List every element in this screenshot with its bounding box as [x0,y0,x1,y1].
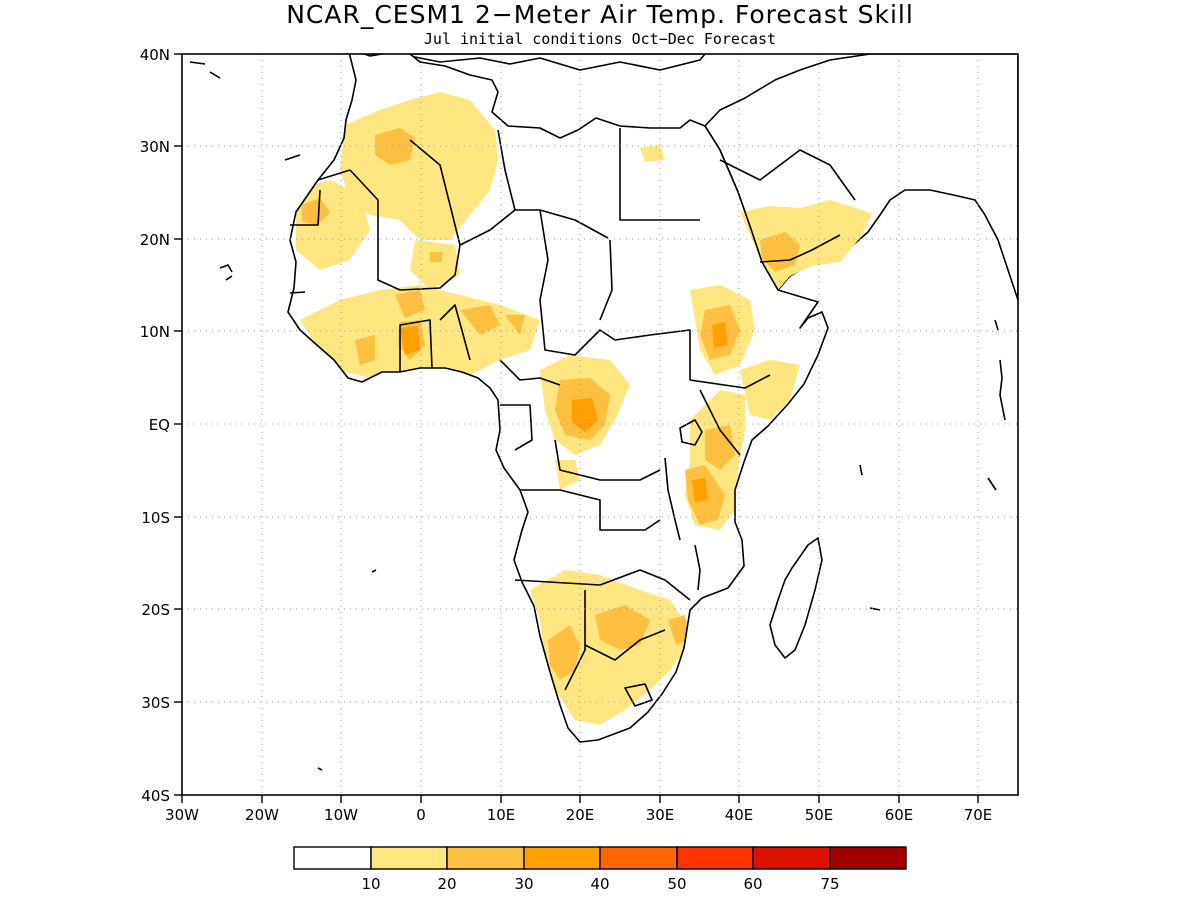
colorbar-box-0 [293,846,372,870]
colorbar-box-6 [752,846,831,870]
colorbar-box-7 [829,846,907,870]
lake-victoria [679,419,703,446]
colorbar-box-2 [446,846,525,870]
lon-tick-label: 30E [646,806,675,824]
lat-tick-label: 40S [141,787,170,805]
lake-malawi [694,544,701,591]
colorbar: 10 20 30 40 50 60 75 [293,846,907,893]
lon-tick-label: 0 [416,806,426,824]
lon-tick-label: 50E [805,806,834,824]
colorbar-label: 60 [743,875,762,893]
lat-tick-label: 20S [141,601,170,619]
lat-tick-label: 20N [140,231,170,249]
tick-marks [174,53,979,803]
lon-tick-label: 10W [324,806,358,824]
lat-tick-label: 30N [140,138,170,156]
colorbar-label: 50 [667,875,686,893]
lat-tick-label: 30S [141,694,170,712]
colorbar-label: 30 [514,875,533,893]
colorbar-label: 10 [361,875,380,893]
lon-tick-label: 10E [487,806,516,824]
lat-tick-label: 10S [141,509,170,527]
colorbar-label: 40 [590,875,609,893]
map-subtitle: Jul initial conditions Oct−Dec Forecast [424,30,776,48]
madagascar-coastline [769,537,823,659]
country-borders [290,128,856,707]
map-title: NCAR_CESM1 2−Meter Air Temp. Forecast Sk… [286,0,914,29]
lon-tick-label: 20E [566,806,595,824]
colorbar-box-1 [370,846,448,870]
lon-tick-label: 60E [885,806,914,824]
colorbar-label: 75 [820,875,839,893]
lat-tick-label: EQ [149,416,170,434]
skill-shading [296,92,815,725]
lon-tick-label: 20W [245,806,279,824]
islands [189,61,1006,771]
lat-tick-labels: 40N 30N 20N 10N EQ 10S 20S 30S 40S [140,46,170,805]
plot-area: 40N 30N 20N 10N EQ 10S 20S 30S 40S 30W 2… [140,46,1019,824]
lon-tick-label: 70E [964,806,993,824]
lon-tick-label: 40E [725,806,754,824]
lat-tick-label: 10N [140,323,170,341]
gridlines [182,54,1018,795]
lat-tick-label: 40N [140,46,170,64]
colorbar-label: 20 [437,875,456,893]
lake-tanganyika [664,457,681,541]
colorbar-box-4 [599,846,678,870]
lon-tick-labels: 30W 20W 10W 0 10E 20E 30E 40E 50E 60E 70… [165,806,992,824]
lon-tick-label: 30W [165,806,199,824]
colorbar-box-5 [676,846,754,870]
colorbar-box-3 [523,846,601,870]
